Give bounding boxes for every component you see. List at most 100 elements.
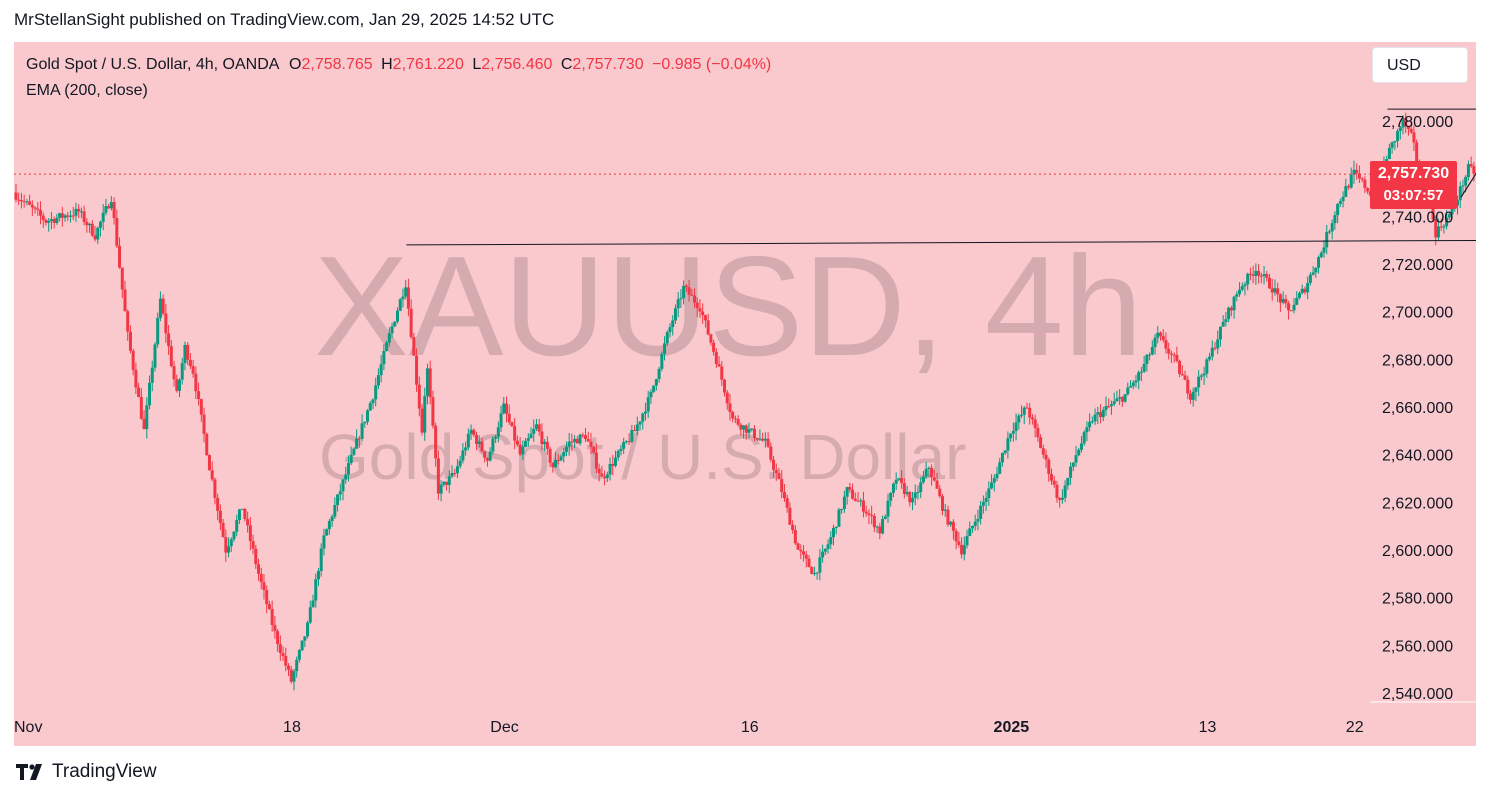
candle-body — [611, 464, 615, 466]
candle-body — [772, 459, 776, 470]
candle-body — [761, 438, 765, 441]
candle-body — [142, 418, 146, 430]
candle-body — [213, 479, 217, 498]
candle-body — [562, 451, 566, 457]
candle-body — [543, 441, 547, 445]
candle-body — [1107, 406, 1111, 408]
candle-body — [1011, 431, 1015, 434]
candle-body — [412, 336, 416, 356]
candle-body — [954, 530, 958, 542]
x-tick-label: Dec — [490, 719, 518, 736]
candle-body — [894, 479, 898, 484]
candle-body — [534, 424, 538, 429]
candle-body — [366, 410, 370, 422]
candle-body — [883, 516, 887, 519]
candle-body — [115, 218, 119, 246]
candle-body — [1235, 294, 1239, 297]
candle-body — [723, 379, 726, 393]
candle-body — [875, 526, 879, 528]
candle-body — [98, 221, 102, 228]
candle-body — [325, 529, 329, 536]
candle-body — [1259, 275, 1263, 277]
candle-body — [1243, 284, 1247, 287]
candle-body — [47, 220, 51, 223]
candle-body — [1439, 226, 1443, 228]
candle-body — [1156, 332, 1160, 338]
candle-body — [36, 208, 40, 210]
candle-body — [1357, 173, 1361, 179]
candle-body — [235, 520, 239, 532]
candle-body — [1191, 391, 1195, 400]
candle-body — [287, 665, 290, 670]
candle-body — [224, 537, 228, 553]
candle-body — [529, 433, 533, 439]
indicator-label[interactable]: EMA (200, close) — [26, 82, 148, 99]
candle-body — [507, 413, 511, 423]
candle-body — [949, 521, 953, 525]
candle-body — [979, 505, 983, 519]
candle-body — [74, 208, 78, 216]
chart-area[interactable]: XAUUSD, 4h Gold Spot / U.S. Dollar 2,540… — [14, 42, 1476, 746]
candle-body — [810, 567, 814, 574]
candle-body — [428, 368, 432, 398]
currency-button[interactable]: USD — [1372, 47, 1468, 83]
candle-body — [990, 482, 994, 489]
x-tick-label: 22 — [1346, 719, 1364, 736]
tradingview-logo-icon — [16, 764, 42, 780]
chart-legend: Gold Spot / U.S. Dollar, 4h, OANDA O2,75… — [26, 52, 771, 104]
candle-body — [376, 375, 380, 386]
candle-body — [1311, 272, 1315, 275]
candle-body — [1415, 142, 1419, 166]
candle-body — [891, 483, 895, 493]
candle-body — [139, 397, 143, 419]
candle-body — [33, 207, 37, 209]
candle-body — [943, 509, 947, 511]
candle-body — [183, 344, 187, 364]
candle-body — [445, 481, 449, 485]
price-chart[interactable]: XAUUSD, 4h Gold Spot / U.S. Dollar 2,540… — [14, 42, 1476, 746]
candle-body — [1079, 443, 1083, 450]
candle-body — [1071, 462, 1075, 467]
candle-body — [480, 441, 484, 452]
candle-body — [396, 310, 399, 322]
candle-body — [545, 441, 549, 449]
candle-body — [586, 439, 590, 442]
candle-body — [521, 446, 525, 455]
candle-body — [257, 564, 261, 574]
candle-body — [635, 424, 639, 432]
candle-body — [777, 473, 781, 480]
candle-body — [1006, 438, 1010, 451]
candle-body — [436, 458, 440, 494]
candle-body — [1393, 140, 1397, 143]
candle-body — [371, 399, 375, 404]
candle-body — [1327, 231, 1331, 233]
candle-body — [316, 571, 320, 580]
support-trend-line[interactable] — [406, 239, 1476, 246]
footer-brand: TradingView — [52, 761, 157, 782]
candle-body — [1033, 419, 1037, 428]
projection-path[interactable] — [1460, 116, 1476, 198]
candle-body — [728, 403, 732, 412]
y-tick-label: 2,540.000 — [1382, 686, 1453, 703]
candle-body — [1123, 394, 1127, 402]
candle-body — [1344, 186, 1348, 197]
candle-body — [1129, 386, 1133, 388]
candle-body — [1044, 454, 1048, 460]
candle-body — [603, 476, 607, 479]
candle-body — [774, 469, 778, 474]
footer[interactable]: TradingView — [16, 761, 157, 783]
candle-body — [306, 622, 310, 637]
candle-body — [1178, 360, 1182, 374]
candle-body — [1082, 432, 1086, 444]
candle-body — [55, 217, 59, 223]
candle-body — [946, 509, 950, 525]
candle-body — [85, 221, 89, 226]
candle-body — [1257, 270, 1261, 276]
candle-body — [1412, 132, 1416, 143]
candle-body — [1464, 176, 1468, 186]
candle-body — [676, 299, 680, 309]
candle-body — [178, 379, 181, 391]
candle-body — [619, 448, 623, 451]
candle-body — [475, 434, 479, 445]
candle-body — [837, 509, 841, 527]
